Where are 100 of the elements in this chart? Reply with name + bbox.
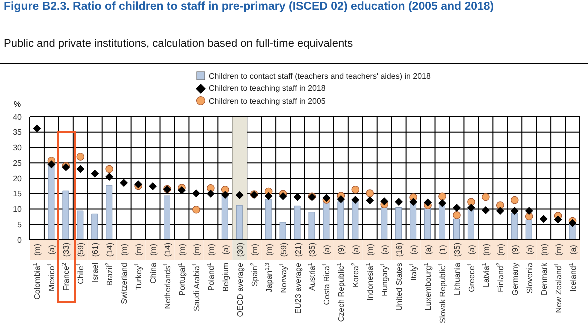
point [76, 165, 85, 174]
point [438, 192, 446, 201]
point [120, 179, 128, 188]
point [106, 172, 114, 181]
x-tick-label: Lithuania [452, 262, 462, 296]
annotation: (m) [250, 244, 260, 256]
point [33, 124, 42, 133]
x-tick-label: Denmark [540, 262, 549, 296]
annotation: (a) [352, 244, 361, 255]
point [178, 186, 186, 194]
annotation: (m) [134, 244, 144, 256]
annotation: (35) [452, 242, 462, 258]
x-tick-label: Germany [510, 263, 520, 296]
annotation: (14) [164, 242, 172, 258]
annotation: (m) [366, 244, 376, 256]
point [149, 182, 158, 190]
annotation: (9) [510, 244, 520, 255]
point [395, 198, 404, 206]
x-tick-label: EU23 average [294, 262, 303, 314]
point [264, 192, 273, 200]
annotation: (59) [76, 242, 86, 258]
annotation: (1) [438, 244, 448, 255]
x-tick-label: Israel [91, 262, 100, 283]
x-tick-label: OECD average [236, 262, 245, 318]
annotation: (a) [221, 244, 230, 255]
point [352, 196, 360, 204]
annotation: (14) [106, 242, 115, 258]
y-tick-label: 25 [13, 158, 23, 168]
y-tick-label: 40 [13, 112, 23, 122]
point [221, 191, 230, 200]
point [48, 160, 56, 169]
point [192, 190, 200, 198]
point [482, 206, 490, 214]
point [337, 195, 346, 204]
point [467, 204, 476, 212]
annotation: (m) [178, 244, 187, 256]
point [366, 196, 374, 205]
y-tick-label: 10 [13, 205, 23, 214]
point [453, 212, 461, 220]
point [510, 207, 519, 216]
point [294, 193, 302, 202]
point [554, 216, 562, 224]
point [424, 198, 432, 207]
annotation: (a) [525, 244, 534, 255]
annotation: (16) [395, 242, 404, 258]
point [236, 191, 244, 200]
annotation: (a) [48, 244, 57, 255]
annotation: (m) [554, 244, 564, 256]
x-tick-label: Switzerland [120, 263, 130, 304]
legend-label: Children to teaching staff in 2005 [209, 96, 326, 106]
point [380, 198, 389, 206]
annotation: (m) [540, 244, 549, 256]
point [438, 199, 446, 208]
point [496, 207, 504, 216]
annotation: (21) [294, 242, 303, 258]
legend-label: Children to teaching staff in 2018 [209, 84, 326, 94]
y-tick-label: 30 [13, 144, 23, 153]
point [366, 190, 374, 198]
point [452, 204, 461, 212]
point [106, 165, 114, 174]
annotation: (m) [206, 244, 216, 256]
point [510, 196, 519, 204]
annotation: (33) [62, 242, 72, 258]
x-tick-label: China [149, 262, 158, 284]
point [468, 198, 476, 206]
annotation: (35) [308, 242, 318, 258]
point [192, 206, 200, 214]
point [91, 170, 100, 178]
y-tick-label: 20 [13, 174, 23, 184]
annotation: (a) [424, 244, 434, 255]
point [410, 198, 418, 206]
annotation: (30) [236, 242, 245, 258]
chart-subtitle: Public and private institutions, calculation based on full-time equivalents [4, 38, 354, 50]
y-tick-label: 35 [13, 128, 23, 138]
y-tick-label: 15 [13, 190, 23, 199]
annotation: (a) [380, 244, 390, 255]
y-tick-label: 5 [18, 220, 23, 230]
annotation: (61) [91, 242, 100, 258]
point [352, 186, 360, 194]
point [540, 215, 548, 224]
annotation: (9) [337, 244, 346, 255]
annotation: (m) [192, 244, 202, 256]
annotation: (a) [467, 244, 476, 255]
x-tick-label: Slovenia [525, 262, 534, 294]
annotation: (m) [482, 244, 491, 256]
annotation: (a) [568, 244, 578, 255]
point [525, 207, 534, 216]
point [482, 193, 490, 202]
chart-title: Figure B2.3. Ratio of children to staff in pre-primary (ISCED 02) education (2005 and 2018) [4, 1, 494, 13]
y-tick-label: 0 [18, 236, 23, 245]
x-tick-label: Belgium [221, 262, 230, 292]
y-axis-title: % [14, 100, 22, 109]
point [206, 190, 215, 198]
legend-label: Children to contact staff (teachers and teachers' aides) in 2018 [209, 72, 431, 81]
annotation: (59) [279, 242, 288, 258]
annotation: (m) [264, 244, 274, 256]
annotation: (m) [149, 244, 158, 256]
annotation: (m) [33, 244, 42, 256]
annotation: (m) [120, 244, 130, 256]
annotation: (a) [322, 244, 332, 255]
